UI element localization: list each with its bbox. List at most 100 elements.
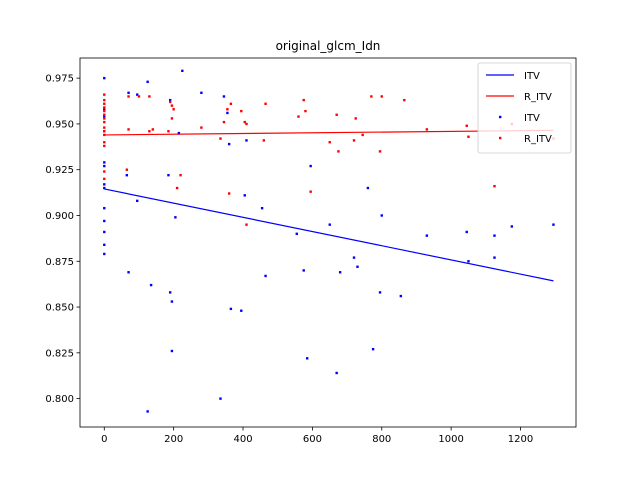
data-point-itv <box>127 271 130 274</box>
axes-frame <box>79 57 577 428</box>
data-point-itv <box>177 131 181 135</box>
data-point-itv <box>493 256 496 259</box>
data-point-itv <box>168 291 172 294</box>
data-point-itv <box>493 234 496 237</box>
data-point-r-itv <box>103 144 106 148</box>
data-point-r-itv <box>103 102 106 105</box>
data-point-r-itv <box>103 133 106 137</box>
trend-line-itv <box>104 188 554 282</box>
data-point-itv <box>352 256 356 259</box>
data-point-itv <box>295 232 298 236</box>
data-point-r-itv <box>103 130 106 133</box>
data-point-itv <box>136 199 139 203</box>
x-tick-label: 0 <box>101 434 107 445</box>
y-tick-label: 0.850 <box>45 303 74 314</box>
data-point-r-itv <box>467 135 470 138</box>
data-point-r-itv <box>167 130 170 133</box>
x-tick-label: 600 <box>303 434 322 445</box>
data-point-itv <box>103 219 106 223</box>
y-axis-ticks: 0.800 0.825 0.850 0.875 0.900 0.925 0.950 0.975 <box>45 74 80 405</box>
data-point-r-itv <box>245 122 248 126</box>
y-tick-label: 0.875 <box>45 257 74 268</box>
y-tick-label: 0.925 <box>45 165 74 176</box>
data-point-itv <box>103 252 106 256</box>
data-point-itv <box>222 95 226 98</box>
legend-label-itv: ITV <box>524 71 540 82</box>
data-point-r-itv <box>245 223 248 226</box>
legend-box <box>477 62 572 154</box>
legend: ITV R_ITV ITV R_ITV <box>477 62 572 154</box>
data-point-itv <box>127 91 130 94</box>
data-point-itv <box>338 271 342 274</box>
data-point-itv <box>243 194 246 197</box>
data-point-r-itv <box>103 109 106 113</box>
data-point-itv <box>335 371 338 375</box>
data-point-itv <box>305 357 309 360</box>
data-point-r-itv <box>137 95 141 98</box>
data-point-itv <box>510 225 514 228</box>
x-tick-label: 1000 <box>438 434 463 445</box>
data-point-r-itv <box>179 174 182 177</box>
data-point-r-itv <box>425 128 429 131</box>
data-point-itv <box>356 265 359 268</box>
data-point-r-itv <box>148 130 151 133</box>
data-point-itv <box>103 164 106 168</box>
data-point-r-itv <box>103 141 106 144</box>
y-tick-label: 0.825 <box>45 348 74 359</box>
data-point-itv <box>219 397 222 400</box>
data-point-itv <box>366 186 370 190</box>
data-point-r-itv <box>200 126 203 129</box>
data-point-itv <box>371 347 375 351</box>
data-point-r-itv <box>493 184 496 188</box>
data-point-itv <box>146 80 149 84</box>
y-tick-label: 0.975 <box>45 74 74 85</box>
data-point-r-itv <box>103 106 106 109</box>
data-point-itv <box>181 69 184 73</box>
data-point-itv <box>328 223 331 226</box>
data-point-r-itv <box>127 95 130 98</box>
plot-area <box>103 69 555 413</box>
data-point-itv <box>103 243 106 246</box>
data-point-itv <box>103 186 106 190</box>
data-point-itv <box>552 223 555 226</box>
data-point-itv <box>260 206 264 210</box>
data-point-itv <box>167 174 170 177</box>
data-point-r-itv <box>335 113 338 116</box>
data-point-itv <box>302 269 305 272</box>
data-point-r-itv <box>226 108 229 111</box>
data-point-itv <box>465 230 468 234</box>
data-point-itv <box>103 206 106 210</box>
data-point-r-itv <box>297 115 300 118</box>
data-point-r-itv <box>103 93 106 96</box>
data-point-itv <box>103 108 106 111</box>
y-tick-label: 0.800 <box>45 394 74 405</box>
data-point-r-itv <box>227 192 231 195</box>
data-point-itv <box>229 307 233 311</box>
data-point-itv <box>467 260 470 263</box>
data-point-r-itv <box>168 100 172 104</box>
data-point-r-itv <box>302 98 305 102</box>
legend-swatch-marker-r-itv <box>499 136 502 140</box>
data-point-itv <box>227 142 231 146</box>
data-point-r-itv <box>103 170 106 173</box>
data-point-itv <box>425 234 429 237</box>
data-point-r-itv <box>378 150 382 153</box>
data-point-r-itv <box>148 95 151 98</box>
data-point-itv <box>168 98 172 102</box>
data-point-itv <box>174 216 177 219</box>
x-tick-label: 400 <box>233 434 252 445</box>
data-point-itv <box>245 139 248 142</box>
data-point-r-itv <box>103 177 106 181</box>
data-point-itv <box>103 230 106 234</box>
data-point-r-itv <box>127 128 130 131</box>
data-point-r-itv <box>240 109 243 113</box>
data-point-itv <box>264 274 267 278</box>
data-point-itv <box>200 91 203 94</box>
data-point-r-itv <box>103 120 106 124</box>
data-point-r-itv <box>361 133 364 137</box>
legend-label-r-itv: R_ITV <box>524 92 552 103</box>
legend-label-itv: ITV <box>524 113 540 124</box>
data-point-itv <box>146 410 149 413</box>
data-point-r-itv <box>172 108 175 111</box>
data-point-itv <box>378 291 382 294</box>
